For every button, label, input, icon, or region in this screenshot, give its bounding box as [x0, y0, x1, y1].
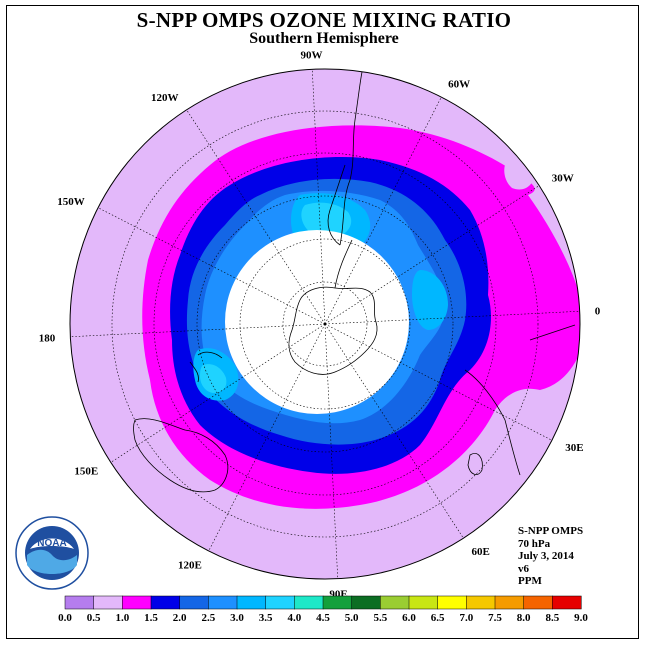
colorbar-tick-label: 4.5: [316, 612, 330, 624]
colorbar-tick-label: 3.5: [259, 612, 273, 624]
meridian-line: [324, 185, 540, 325]
colorbar-swatch: [380, 595, 410, 610]
colorbar-swatch: [179, 595, 209, 610]
colorbar-swatch: [437, 595, 467, 610]
colorbar-tick-label: 5.5: [373, 612, 387, 624]
level-text: 70 hPa: [518, 537, 551, 550]
colorbar-tick-label: 7.0: [459, 612, 473, 624]
meridian-line: [186, 109, 326, 325]
colorbar-tick-label: 6.5: [431, 612, 445, 624]
colorbar-tick-label: 0.0: [58, 612, 72, 624]
no-data-disk: [225, 230, 409, 414]
info-block: S-NPP OMPS 70 hPa July 3, 2014 v6 PPM: [518, 525, 583, 588]
colorbar-tick-label: 5.0: [345, 612, 359, 624]
colorbar-tick-label: 1.5: [144, 612, 158, 624]
colorbar-swatch: [122, 595, 152, 610]
units-text: PPM: [518, 575, 542, 587]
globe-outline: [69, 68, 581, 580]
colorbar-swatch: [552, 595, 582, 610]
noaa-logo: NOAA: [15, 516, 89, 590]
graticule: [111, 110, 539, 538]
meridian-line: [324, 96, 442, 325]
colorbar-swatch: [150, 595, 181, 610]
coastlines: [133, 71, 576, 493]
colorbar-swatch: [466, 595, 496, 610]
colorbar-swatch: [494, 595, 525, 610]
meridian-line: [324, 310, 580, 325]
meridian-line: [324, 323, 464, 539]
colorbar-tick-label: 6.0: [402, 612, 416, 624]
colorbar-boxes: [64, 595, 582, 610]
date-text: July 3, 2014: [518, 550, 574, 562]
colorbar-tick-label: 7.5: [488, 612, 502, 624]
colorbar-swatch: [236, 595, 267, 610]
colorbar-swatch: [208, 595, 238, 610]
contour-level-0-5-c: [504, 163, 535, 190]
colorbar-tick-label: 4.0: [287, 612, 301, 624]
longitude-label: 150E: [74, 466, 98, 478]
meridian-line: [311, 69, 326, 325]
contour-level-3-5-b: [200, 364, 227, 393]
contour-level-3-0-b: [412, 270, 448, 330]
meridian-line: [324, 323, 553, 441]
colorbar-tick-label: 9.0: [574, 612, 588, 624]
colorbar-swatch: [265, 595, 295, 610]
colorbar-tick-label: 8.5: [545, 612, 559, 624]
noaa-logo-text: NOAA: [37, 538, 66, 549]
meridian-line: [324, 323, 339, 579]
meridian-line: [70, 323, 326, 338]
contour-level-3-5: [301, 202, 352, 238]
meridian-line: [110, 323, 326, 463]
meridians: [70, 69, 580, 579]
longitude-label: 30W: [552, 173, 574, 185]
colorbar-tick-label: 3.0: [230, 612, 244, 624]
plot-frame: [6, 5, 639, 639]
colorbar-swatch: [294, 595, 324, 610]
map-subtitle: Southern Hemisphere: [249, 30, 399, 47]
longitude-label: 150W: [57, 196, 85, 208]
colorbar-swatch: [64, 595, 95, 610]
instrument-text: S-NPP OMPS: [518, 525, 584, 537]
longitude-label: 90W: [301, 49, 323, 61]
colorbar-swatch: [523, 595, 553, 610]
colorbar-swatch: [408, 595, 439, 610]
map-title: S-NPP OMPS OZONE MIXING RATIO: [136, 8, 512, 32]
colorbar-tick-label: 1.0: [115, 612, 129, 624]
longitude-label: 120E: [178, 559, 202, 571]
colorbar-tick-label: 0.5: [87, 612, 101, 624]
longitude-label: 60E: [472, 546, 490, 558]
longitude-label: 0: [595, 306, 601, 318]
colorbar-swatch: [351, 595, 381, 610]
colorbar-ticks: 0.0 0.5 1.0 1.5 2.0 2.5 3.0 3.5 4.0 4.5 5.0 5.5 6.0 6…: [58, 612, 588, 624]
longitude-label: 30E: [565, 442, 583, 454]
pole-marker: [323, 322, 327, 326]
colorbar-swatch: [322, 595, 353, 610]
version-text: v6: [518, 562, 529, 575]
meridian-line: [208, 323, 326, 552]
longitude-label: 120W: [151, 92, 179, 104]
colorbar-tick-label: 2.0: [173, 612, 187, 624]
colorbar-tick-label: 2.5: [201, 612, 215, 624]
colorbar-swatch: [93, 595, 123, 610]
meridian-line: [97, 207, 326, 325]
colorbar-tick-label: 8.0: [517, 612, 531, 624]
longitude-label: 60W: [448, 79, 470, 91]
longitude-label: 180: [39, 333, 56, 345]
